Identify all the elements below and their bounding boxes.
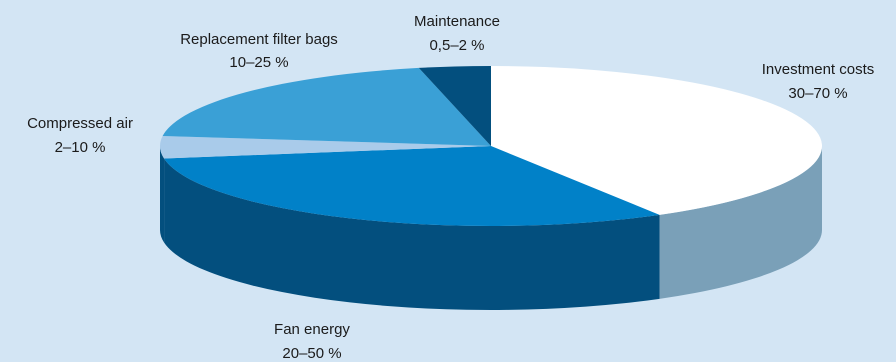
side-investment-costs [659, 146, 822, 299]
label-fan-energy: Fan energy [274, 321, 350, 338]
range-compressed-air: 2–10 % [55, 139, 106, 156]
slice-compressed-air [160, 135, 491, 159]
label-compressed-air: Compressed air [27, 115, 133, 132]
label-investment-costs: Investment costs [762, 61, 875, 78]
range-maintenance: 0,5–2 % [429, 37, 484, 54]
range-fan-energy: 20–50 % [282, 345, 341, 362]
side-compressed-air [160, 146, 165, 243]
slice-investment-costs [491, 66, 823, 215]
pie-sides [160, 146, 822, 310]
pie-top-slices [160, 66, 823, 227]
slice-fan-energy [164, 146, 660, 227]
label-maintenance: Maintenance [414, 13, 500, 30]
range-replacement-filter-bags: 10–25 % [229, 54, 288, 71]
range-investment-costs: 30–70 % [788, 85, 847, 102]
slice-replacement-filter-bags [162, 67, 491, 146]
side-fan-energy [164, 158, 660, 310]
label-replacement-filter-bags: Replacement filter bags [180, 31, 338, 48]
slice-maintenance [418, 66, 491, 146]
